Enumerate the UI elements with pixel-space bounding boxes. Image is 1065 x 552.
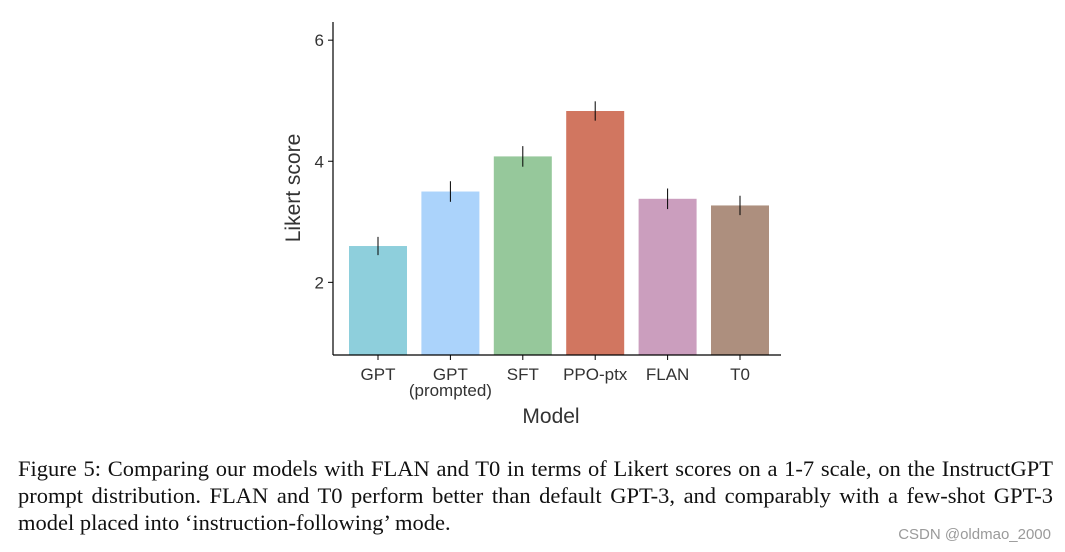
bar-0 — [349, 246, 407, 355]
bar-3 — [566, 111, 625, 355]
y-ticks-group: 2 4 6 — [315, 31, 333, 292]
x-tick-label-2: SFT — [507, 365, 539, 384]
bar-chart: 246 GPT GPT(prompted)SFT PPO-ptx FLAN T0 Lik… — [282, 22, 781, 428]
x-axis-label: Model — [522, 405, 579, 428]
x-tick-sublabel-1: (prompted) — [409, 381, 492, 400]
x-tick-label-1: GPT — [433, 365, 468, 384]
bars-group — [349, 111, 769, 355]
watermark-text: CSDN @oldmao_2000 — [898, 526, 1051, 543]
figure-caption: Figure 5: Comparing our models with FLAN… — [18, 456, 1053, 535]
x-tick-label-0: GPT — [361, 365, 396, 384]
bar-5 — [711, 205, 769, 355]
bar-1 — [421, 191, 480, 355]
error-bars-group — [377, 101, 741, 256]
y-tick-label-2: 6 — [315, 31, 324, 50]
x-tick-label-3: PPO-ptx — [563, 365, 628, 384]
x-tick-label-5: T0 — [730, 365, 750, 384]
bar-4 — [638, 198, 697, 355]
x-ticks-group: GPT GPT(prompted)SFT PPO-ptx FLAN T0 — [361, 355, 750, 400]
x-tick-label-4: FLAN — [646, 365, 689, 384]
y-tick-label-1: 4 — [315, 152, 324, 171]
y-tick-label-0: 2 — [315, 273, 324, 292]
bar-2 — [493, 156, 552, 355]
y-axis-label: Likert score — [282, 134, 305, 243]
